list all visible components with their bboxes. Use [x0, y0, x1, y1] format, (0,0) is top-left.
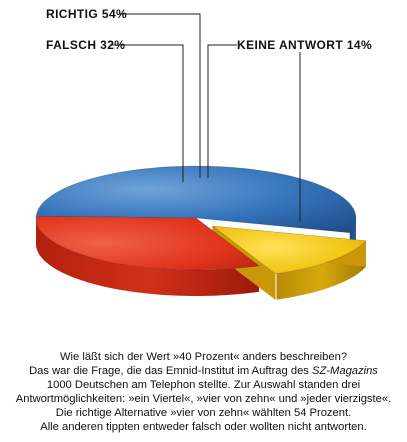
caption-line-4: Antwortmöglichkeiten: »ein Viertel«, »vi… [15, 392, 392, 405]
pie-slice-side-keine-antwort [276, 240, 366, 300]
caption-line-3: 1000 Deutschen am Telephon stellte. Zur … [46, 378, 361, 391]
leader-line-richtig [120, 13, 201, 178]
pie-slice-side-falsch [36, 218, 259, 296]
chart-caption: Wie läßt sich der Wert »40 Prozent« ande… [0, 351, 407, 434]
caption-line-5: Die richtige Alternative »vier von zehn«… [55, 406, 352, 419]
leader-line-falsch [110, 44, 184, 182]
caption-line-1: Wie läßt sich der Wert »40 Prozent« ande… [59, 351, 348, 363]
slice-label-keine-antwort: KEINE ANTWORT 14% [237, 38, 372, 52]
leader-line-keine-antwort [207, 44, 237, 178]
pie-slice-falsch [35, 215, 260, 271]
caption-line-2: Das war die Frage, die das Emnid-Institu… [0, 365, 407, 379]
caption-line-2-emphasis: SZ-Magazins [312, 364, 378, 377]
caption-line-2-text: Das war die Frage, die das Emnid-Institu… [29, 364, 312, 377]
slice-label-falsch: FALSCH 32% [46, 38, 125, 52]
caption-line-6: Alle anderen tippten entweder falsch ode… [40, 420, 367, 433]
pie-slice-keine-antwort [211, 225, 367, 275]
pie-slice-richtig [35, 165, 357, 234]
slice-label-richtig: RICHTIG 54% [46, 7, 127, 21]
